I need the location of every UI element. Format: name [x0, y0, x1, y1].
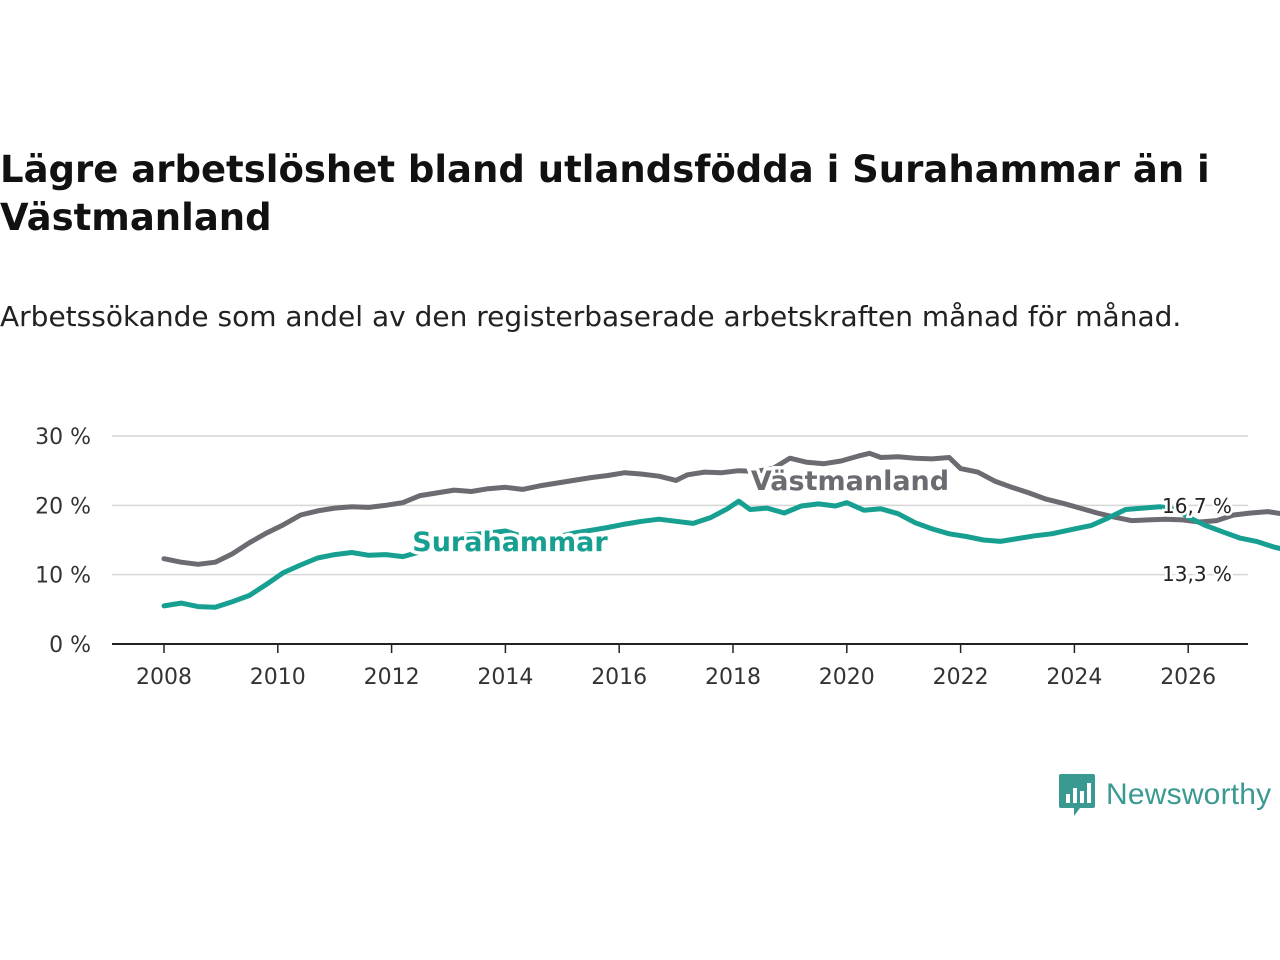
- series-lines: [161, 450, 1280, 610]
- y-tick-label: 10 %: [35, 564, 91, 589]
- newsworthy-logo-icon: [1059, 774, 1095, 816]
- x-tick-label: 2026: [1160, 665, 1216, 690]
- x-tick-label: 2024: [1046, 665, 1102, 690]
- y-tick-label: 20 %: [35, 494, 91, 519]
- end-value-label-västmanland: 16,7 %: [1162, 494, 1232, 518]
- gridlines: [112, 435, 1248, 576]
- x-tick-label: 2008: [136, 665, 192, 690]
- x-tick-label: 2016: [591, 665, 647, 690]
- chart-subtitle: Arbetssökande som andel av den registerb…: [0, 300, 1182, 333]
- series-line-västmanland: [161, 450, 1280, 567]
- series-labels: 16,7 % Västmanland 13,3 % Surahammar: [409, 463, 1235, 589]
- series-line-surahammar: [161, 498, 1280, 610]
- x-tick-label: 2018: [705, 665, 761, 690]
- y-axis-ticks: 0 % 10 % 20 % 30 %: [35, 425, 91, 658]
- x-tick-label: 2014: [477, 665, 533, 690]
- chart-title: Lägre arbetslöshet bland utlandsfödda i …: [0, 148, 1210, 239]
- x-tick-label: 2010: [250, 665, 306, 690]
- end-value-label-surahammar: 13,3 %: [1162, 562, 1232, 586]
- x-tick-label: 2020: [819, 665, 875, 690]
- x-axis-ticks: 2008 2010 2012 2014 2016 2018 2020 2022 2024 2026: [136, 644, 1216, 690]
- series-label-surahammar: Surahammar: [412, 527, 608, 558]
- y-tick-label: 0 %: [49, 633, 91, 658]
- x-tick-label: 2022: [933, 665, 989, 690]
- series-label-västmanland: Västmanland: [751, 466, 949, 497]
- newsworthy-logo-text: Newsworthy: [1106, 778, 1272, 811]
- newsworthy-logo: Newsworthy: [1058, 772, 1271, 818]
- x-tick-label: 2012: [364, 665, 420, 690]
- y-tick-label: 30 %: [35, 425, 91, 450]
